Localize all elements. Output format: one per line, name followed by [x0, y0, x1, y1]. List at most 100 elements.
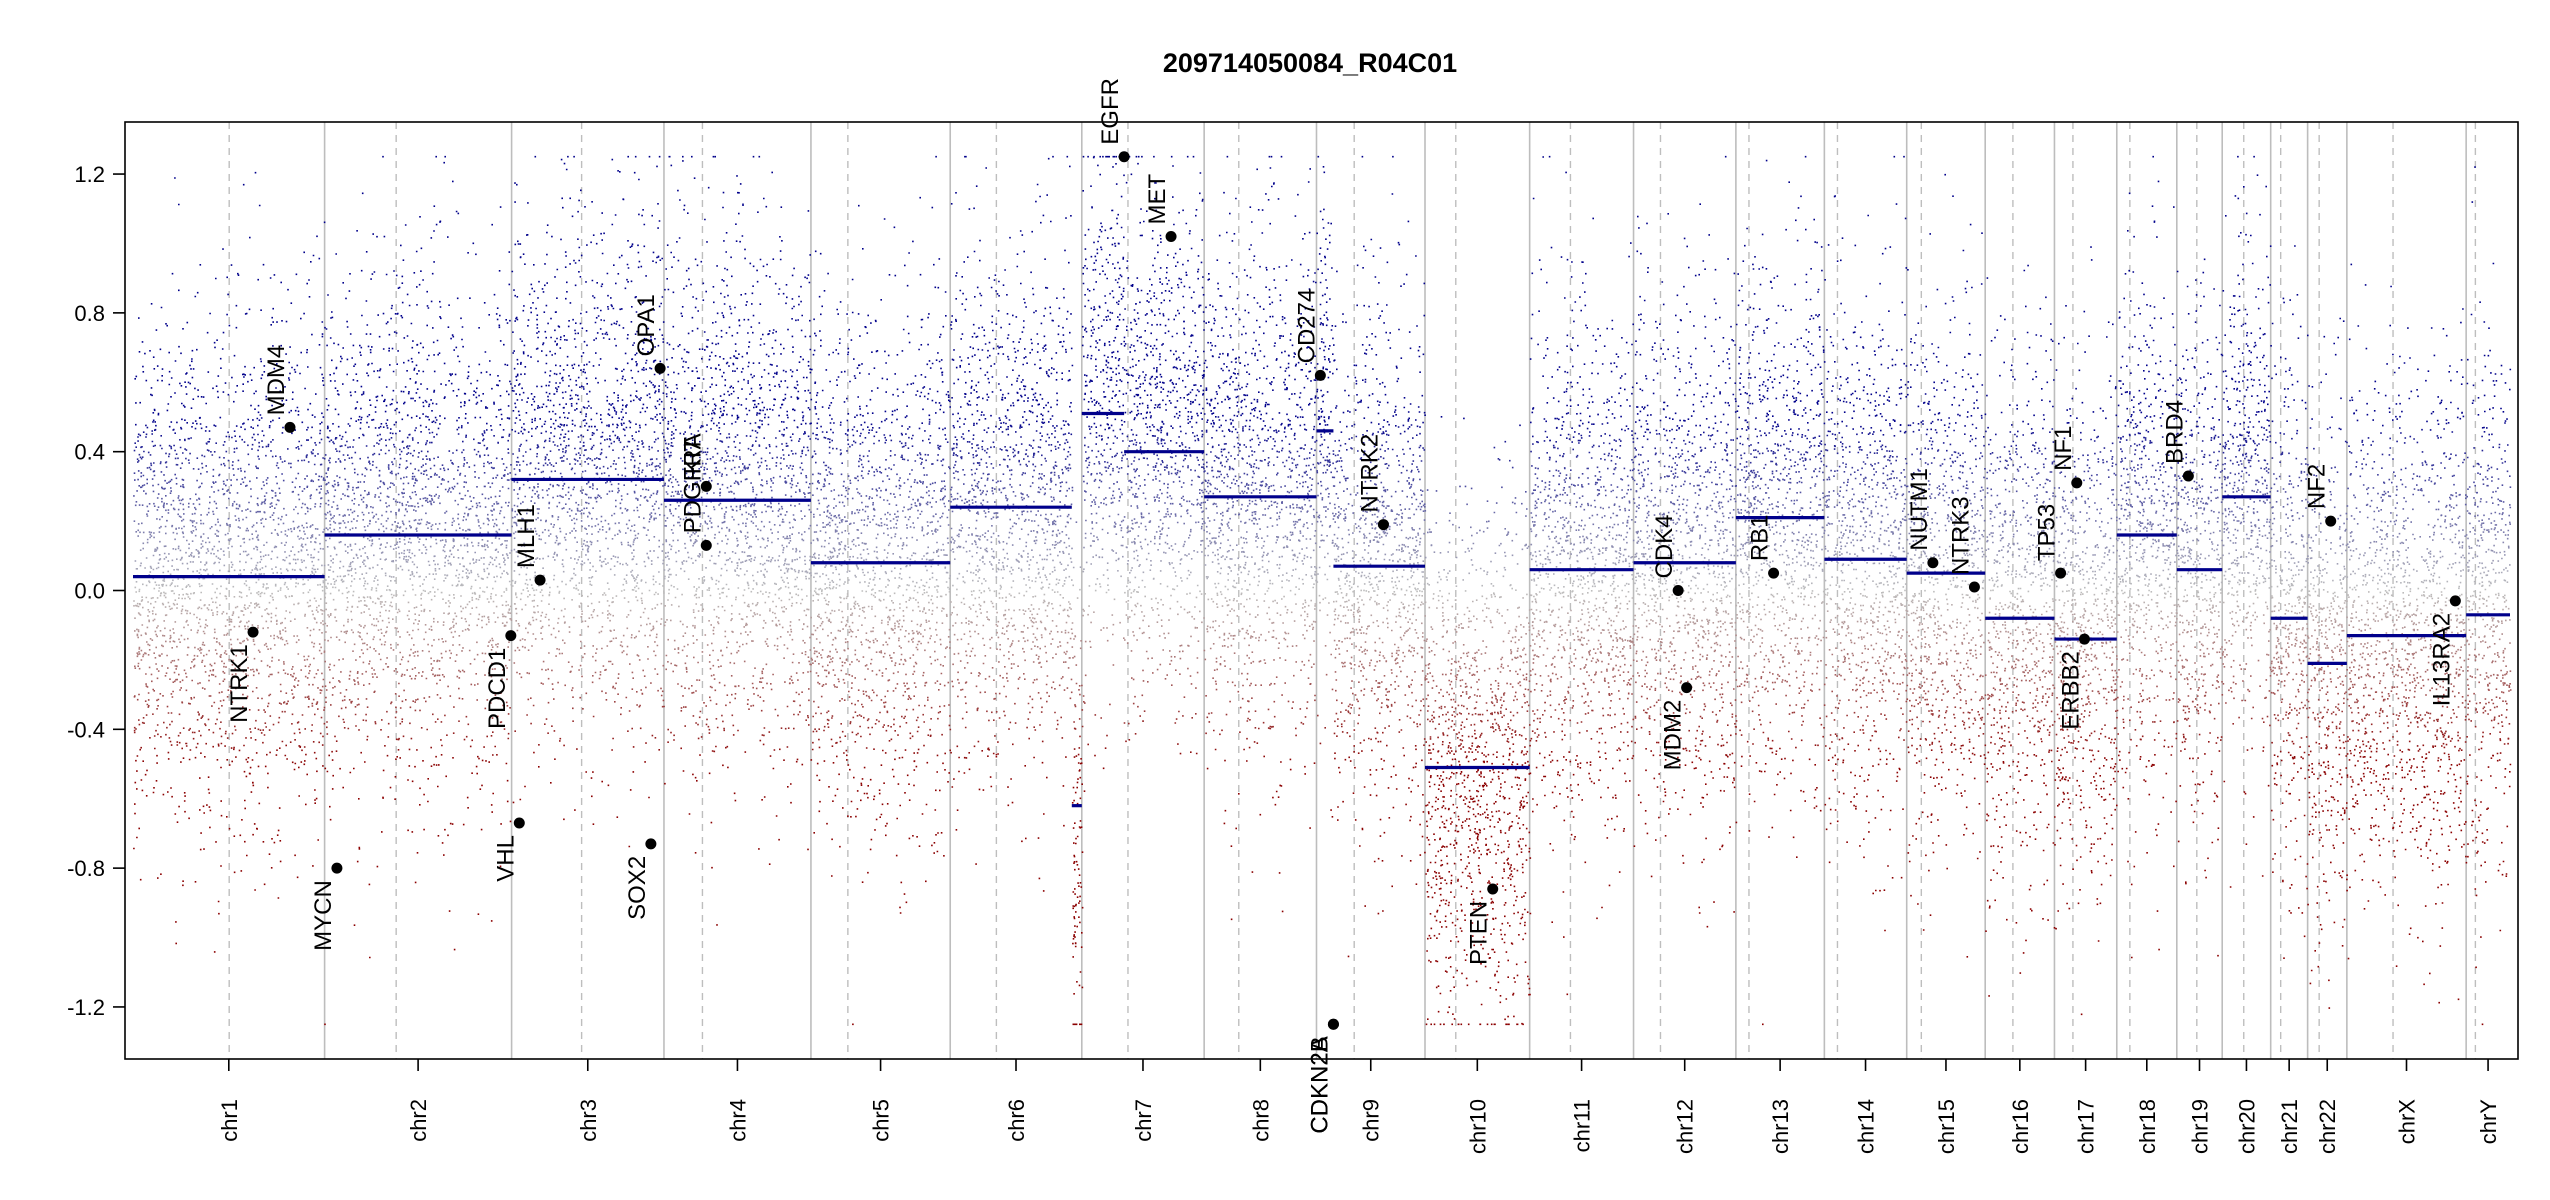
probe-point	[161, 447, 2315, 451]
probe-point	[174, 456, 2452, 460]
x-tick-label: chr14	[1854, 1099, 1879, 1154]
gene-point	[505, 630, 517, 642]
probe-point	[239, 684, 2510, 687]
x-tick-label: chr4	[725, 1099, 750, 1142]
probe-point	[148, 666, 2462, 669]
probe-point	[170, 421, 2450, 424]
probe-point	[137, 605, 2507, 609]
probe-point	[162, 645, 2455, 648]
probe-point	[157, 624, 2498, 627]
probe-point	[180, 485, 2398, 488]
probe-point	[153, 587, 2460, 590]
x-tick-label: chr13	[1768, 1099, 1793, 1154]
probe-point	[193, 657, 2470, 661]
gene-point	[2182, 470, 2194, 482]
probe-point	[137, 433, 2493, 436]
gene-point	[700, 539, 712, 551]
probe-point	[156, 546, 2510, 549]
chromosome-grid	[228, 122, 2477, 1059]
gene-point	[1118, 151, 1130, 163]
probe-point	[148, 466, 2493, 469]
probe-point	[205, 465, 2460, 468]
probe-point	[147, 601, 2506, 604]
gene-label: KIT	[679, 437, 706, 475]
gene-point	[1314, 369, 1326, 381]
probe-point	[165, 733, 2444, 736]
probe-point	[169, 491, 2478, 494]
probe-point	[160, 592, 2500, 595]
probe-point	[178, 741, 2384, 745]
probe-point	[145, 492, 2379, 495]
probe-point	[163, 501, 2494, 505]
gene-point	[654, 362, 666, 374]
probe-point	[165, 672, 2508, 675]
gene-point	[1327, 1018, 1339, 1030]
probe-point	[180, 687, 2433, 690]
probe-point	[145, 423, 2013, 427]
gene-point	[513, 817, 525, 829]
probe-point	[154, 428, 2432, 431]
probe-point	[178, 593, 2506, 597]
probe-point	[170, 661, 2493, 664]
probe-point	[171, 581, 2492, 585]
probe-point	[162, 694, 2469, 697]
probe-point	[148, 502, 2209, 505]
probe-point	[181, 700, 2441, 704]
probe-point	[134, 442, 2256, 445]
probe-point	[192, 555, 2444, 558]
probe-point	[150, 462, 2479, 465]
gene-point	[700, 480, 712, 492]
probe-point	[139, 602, 2495, 606]
gene-point	[534, 574, 546, 586]
probe-point	[149, 736, 2450, 739]
probe-point	[133, 472, 2479, 475]
probe-point	[152, 554, 2479, 558]
probe-point	[160, 525, 2452, 528]
gene-point	[2449, 595, 2461, 607]
probe-point	[150, 597, 2484, 600]
probe-point	[152, 419, 2507, 422]
probe-point	[218, 707, 2485, 710]
probe-point	[136, 457, 2503, 461]
probe-point	[197, 710, 2478, 714]
x-tick-label: chr17	[2074, 1099, 2099, 1154]
probe-point	[156, 626, 2444, 630]
probe-point	[167, 511, 2504, 515]
probe-point	[158, 554, 2506, 557]
x-tick-label: chr12	[1673, 1099, 1698, 1154]
probe-point	[188, 702, 2508, 705]
probe-point	[193, 664, 2394, 667]
probe-point	[136, 633, 2503, 636]
probe-point	[145, 685, 2455, 688]
probe-point	[171, 589, 2390, 592]
probe-point	[248, 708, 2508, 712]
probe-point	[997, 752, 2428, 755]
probe-point	[183, 512, 2501, 515]
probe-point	[167, 757, 2493, 760]
probe-point	[335, 750, 2420, 753]
probe-point	[258, 441, 2406, 444]
probe-point	[134, 560, 2500, 563]
probe-point	[152, 712, 2489, 715]
probe-point	[156, 497, 2475, 500]
x-tick-label: chr8	[1248, 1099, 1273, 1142]
x-tick-label: chrX	[2395, 1099, 2420, 1145]
probe-point	[228, 617, 2495, 621]
gene-label: PTEN	[1466, 901, 1493, 965]
probe-point	[136, 754, 2494, 757]
probe-point	[281, 431, 2082, 434]
probe-point	[177, 513, 2504, 516]
probe-point	[142, 606, 2481, 610]
probe-point	[266, 753, 2471, 757]
probe-point	[154, 548, 2490, 551]
probe-point	[182, 576, 2483, 579]
probe-point	[164, 461, 2464, 464]
probe-point	[173, 631, 2453, 634]
y-tick-label: -1.2	[67, 995, 105, 1020]
x-tick-label: chr6	[1004, 1099, 1029, 1142]
probe-point	[134, 504, 2458, 507]
probe-point	[185, 551, 2498, 555]
probe-point	[190, 436, 2439, 440]
probe-point	[178, 498, 2384, 502]
